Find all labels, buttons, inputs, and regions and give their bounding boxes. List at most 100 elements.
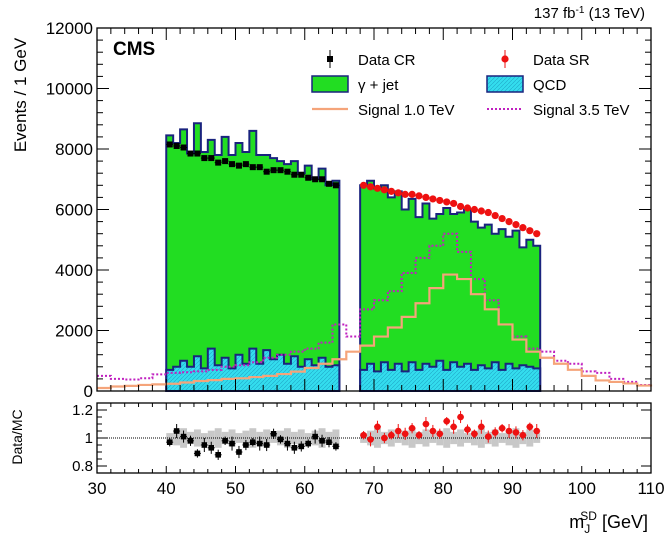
signal-3p5tev-line [97,232,652,386]
x-tick-label: 70 [365,479,384,498]
data-cr-point [166,141,173,148]
ratio-point-sr [512,429,520,436]
data-cr-point [284,168,291,175]
cms-logo-text: CMS [113,39,155,60]
data-cr-point [319,176,326,183]
data-cr-point [325,180,332,187]
y-tick-label: 6000 [55,201,93,220]
legend-label-qcd: QCD [533,77,567,94]
data-sr-point [526,227,534,235]
data-cr-point [180,144,187,151]
ratio-point-cr [236,449,242,455]
ratio-unc-band-sr [457,429,465,447]
ratio-unc-band-sr [408,428,416,448]
ratio-unc-band-sr [443,428,451,448]
data-sr-point [443,198,451,206]
text-layer: 137 fb-1 (13 TeV) CMS Events / 1 GeV Dat… [9,5,648,536]
legend-label-sig35: Signal 3.5 TeV [533,102,629,119]
ratio-point-sr [519,431,527,439]
y-tick-label: 8000 [55,140,93,159]
data-cr-point [201,155,208,162]
data-cr-point [173,142,180,149]
ratio-point-sr [533,427,541,435]
ratio-point-cr [326,439,332,445]
y-axis-title: Events / 1 GeV [11,37,30,152]
gjet-histogram-sr [359,179,542,392]
ratio-point-cr [187,438,194,444]
ratio-point-cr [298,443,305,450]
data-sr-point [519,224,527,232]
ratio-unc-band-cr [304,433,312,443]
ratio-point-cr [208,445,215,451]
ratio-point-sr [415,431,423,439]
ratio-unc-band-cr [214,428,222,448]
ratio-point-cr [201,442,208,448]
ratio-point-sr [443,417,451,425]
data-cr-point [187,150,194,157]
x-tick-label: 40 [157,479,176,498]
y-tick-label: 0 [84,382,93,401]
data-cr-point [235,162,242,169]
data-cr-point [305,174,312,181]
data-cr-point [298,171,305,178]
data-sr-point [415,192,423,200]
data-sr-point [394,189,402,197]
data-cr-point [256,164,263,171]
ratio-y-tick-label: 1.2 [72,402,93,419]
ratio-point-sr [422,420,430,428]
ratio-point-cr [284,440,291,447]
data-sr-point [533,230,541,238]
ratio-point-cr [250,439,256,445]
ratio-point-sr [374,423,381,431]
data-sr-point [450,199,458,208]
ratio-point-sr [526,423,534,431]
ratio-point-cr [312,433,318,440]
ratio-point-cr [180,433,187,440]
ratio-point-sr [401,430,409,438]
data-sr-point [373,184,382,192]
ratio-point-sr [484,433,492,440]
signal-1tev-line [97,273,653,390]
data-cr-point [312,176,319,183]
ratio-point-cr [166,439,173,445]
data-cr-point [242,161,249,168]
ratio-point-sr [388,431,395,439]
ratio-panel: 30 40 50 60 70 80 90 100 110 0.8 1 1.2 [72,402,664,498]
ratio-point-cr [173,428,180,434]
data-cr-point [229,161,236,168]
y-tick-label: 12000 [46,19,93,38]
ratio-point-sr [491,429,499,436]
ratio-point-sr [381,434,388,442]
y-tick-label: 2000 [55,322,93,341]
ratio-point-sr [505,427,513,435]
data-sr-point [505,218,513,226]
ratio-unc-band-cr [290,431,298,445]
ratio-y-tick-label: 0.8 [72,458,93,475]
data-sr-point [422,193,430,201]
data-sr-point [360,181,368,189]
data-cr-point [291,171,298,178]
ratio-point-sr [471,430,478,438]
legend-label-sig1: Signal 1.0 TeV [358,102,454,119]
data-sr-point [401,190,409,198]
ratio-point-cr [256,440,263,447]
lumi-label: 137 fb-1 (13 TeV) [534,5,645,22]
data-cr-point [222,158,229,165]
x-tick-label: 90 [503,479,522,498]
legend-swatch-gjet [311,75,349,93]
data-sr-point [512,221,520,229]
ratio-point-cr [243,442,249,448]
legend-marker-data-sr [501,55,509,63]
ratio-point-sr [367,436,374,443]
data-sr-point [491,211,499,220]
legend-label-data_cr: Data CR [358,52,416,69]
ratio-point-cr [291,445,298,451]
data-cr-point [194,150,201,157]
data-sr-point [477,207,485,215]
ratio-point-sr [450,423,457,431]
data-cr-point [277,167,284,174]
ratio-point-sr [478,423,485,431]
data-sr-point [498,214,506,223]
data-cr-point [249,164,256,171]
